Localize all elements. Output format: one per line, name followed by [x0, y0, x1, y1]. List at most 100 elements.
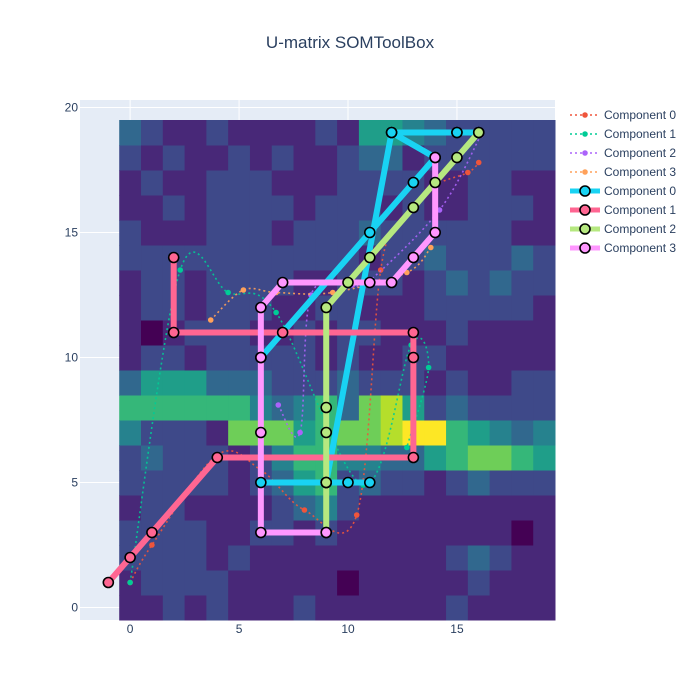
series-4-point [407, 176, 420, 189]
heatmap-cell [162, 345, 186, 371]
heatmap-cell [119, 445, 142, 471]
heatmap-cell [293, 420, 316, 446]
heatmap-cell [141, 245, 164, 271]
heatmap-cell [119, 245, 142, 271]
heatmap-cell [402, 470, 425, 496]
heatmap-cell [249, 220, 273, 246]
heatmap-cell [489, 570, 512, 596]
heatmap-layer [119, 120, 556, 621]
heatmap-cell [380, 595, 403, 621]
heatmap-cell [467, 520, 491, 546]
heatmap-cell [293, 570, 316, 596]
heatmap-cell [337, 545, 360, 571]
heatmap-cell [119, 470, 142, 496]
x-tick-label: 0 [127, 622, 134, 636]
heatmap-cell [337, 570, 360, 596]
y-tick-label: 20 [65, 101, 79, 115]
heatmap-cell [380, 345, 403, 371]
series-6-point [363, 251, 376, 264]
series-5-point [407, 451, 420, 464]
heatmap-cell [228, 520, 251, 546]
heatmap-cell [511, 370, 534, 396]
heatmap-cell [337, 145, 360, 171]
series-7-point [429, 226, 441, 239]
legend-item[interactable]: Component 3 [570, 165, 676, 179]
heatmap-cell [184, 145, 207, 171]
series-4-point [255, 476, 267, 489]
heatmap-cell [162, 145, 186, 171]
series-0-point [149, 542, 155, 548]
legend-item[interactable]: Component 2 [570, 146, 676, 160]
heatmap-cell [206, 395, 229, 421]
heatmap-cell [206, 120, 229, 146]
heatmap-cell [446, 320, 469, 346]
heatmap-cell [337, 595, 360, 621]
series-7-point [255, 301, 267, 314]
tick-layer: 0 5 10 15 0 5 10 15 20 [65, 101, 464, 637]
heatmap-cell [511, 520, 534, 546]
heatmap-cell [337, 170, 360, 196]
heatmap-cell [184, 370, 207, 396]
heatmap-cell [424, 345, 447, 371]
heatmap-cell [206, 270, 229, 296]
heatmap-cell [315, 570, 338, 596]
heatmap-cell [467, 370, 491, 396]
heatmap-cell [293, 345, 316, 371]
series-7-point [363, 276, 376, 289]
heatmap-cell [206, 520, 229, 546]
heatmap-cell [228, 470, 251, 496]
heatmap-cell [533, 145, 556, 171]
heatmap-cell [489, 470, 512, 496]
heatmap-cell [162, 420, 186, 446]
series-5-point [167, 251, 180, 264]
heatmap-cell [533, 345, 556, 371]
series-1-point [425, 364, 432, 371]
heatmap-cell [446, 245, 469, 271]
legend-item[interactable]: Component 0 [570, 184, 676, 198]
heatmap-cell [467, 420, 491, 446]
legend-item[interactable]: Component 1 [570, 203, 676, 217]
heatmap-cell [511, 345, 534, 371]
series-2-point [275, 402, 282, 408]
legend[interactable]: Component 0 Component 1 Component 2 Compone… [570, 108, 676, 255]
legend-item[interactable]: Component 0 [570, 108, 676, 122]
heatmap-cell [402, 595, 425, 621]
heatmap-cell [293, 595, 316, 621]
series-0-point [353, 512, 360, 518]
heatmap-cell [119, 520, 142, 546]
series-7-point [407, 251, 420, 264]
heatmap-cell [511, 270, 534, 296]
legend-swatch-marker [582, 112, 588, 118]
legend-swatch-marker [582, 131, 588, 137]
heatmap-cell [141, 395, 164, 421]
heatmap-cell [271, 170, 295, 196]
heatmap-cell [206, 470, 229, 496]
heatmap-cell [119, 370, 142, 396]
heatmap-cell [293, 120, 316, 146]
heatmap-cell [293, 370, 316, 396]
heatmap-cell [162, 170, 186, 196]
heatmap-cell [206, 595, 229, 621]
heatmap-cell [162, 545, 186, 571]
legend-label: Component 3 [604, 165, 676, 179]
heatmap-cell [141, 170, 164, 196]
heatmap-cell [271, 570, 295, 596]
heatmap-cell [511, 570, 534, 596]
heatmap-cell [228, 420, 251, 446]
heatmap-cell [184, 270, 207, 296]
legend-item[interactable]: Component 1 [570, 127, 676, 141]
heatmap-cell [446, 570, 469, 596]
legend-item[interactable]: Component 3 [570, 241, 676, 255]
legend-label: Component 0 [604, 108, 676, 122]
series-4-point [451, 126, 463, 139]
heatmap-cell [533, 445, 556, 471]
series-7-point [255, 526, 267, 539]
heatmap-cell [533, 520, 556, 546]
series-5-point [211, 451, 224, 464]
series-2-point [297, 429, 303, 436]
heatmap-cell [511, 495, 534, 521]
legend-item[interactable]: Component 2 [570, 222, 676, 236]
heatmap-cell [249, 570, 273, 596]
heatmap-cell [119, 595, 142, 621]
heatmap-cell [184, 220, 207, 246]
